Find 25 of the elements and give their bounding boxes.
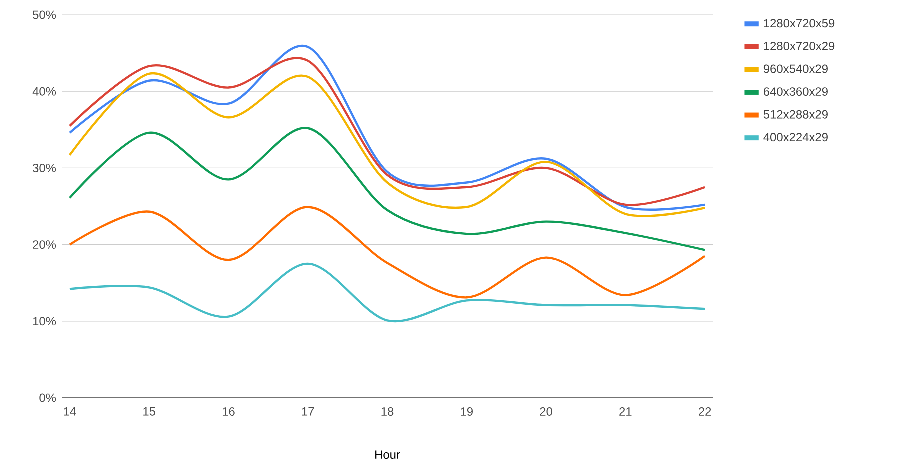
x-tick-label: 21 bbox=[620, 408, 632, 416]
legend-label: 960x540x29 bbox=[764, 64, 828, 74]
x-tick-label: 15 bbox=[144, 408, 156, 416]
x-axis-title: Hour bbox=[376, 450, 400, 460]
x-tick-label: 20 bbox=[540, 408, 552, 416]
legend-label: 512x288x29 bbox=[764, 110, 828, 119]
y-tick-label: 50% bbox=[33, 10, 56, 20]
legend-label: 1280x720x59 bbox=[764, 19, 835, 28]
x-tick-label: 22 bbox=[699, 408, 712, 416]
x-tick-label: 14 bbox=[64, 408, 76, 416]
x-tick-label: 17 bbox=[302, 408, 314, 416]
legend-label: 1280x720x29 bbox=[764, 42, 835, 50]
line-series bbox=[68, 127, 706, 252]
legend-label: 640x360x29 bbox=[764, 88, 828, 96]
y-tick-label: 20% bbox=[33, 240, 56, 250]
line-series bbox=[68, 206, 706, 299]
y-tick-label: 40% bbox=[32, 87, 56, 96]
y-tick-label: 0% bbox=[40, 394, 56, 402]
y-tick-label: 10% bbox=[33, 317, 56, 326]
line-series bbox=[68, 262, 706, 322]
x-tick-label: 18 bbox=[382, 408, 394, 416]
legend-label: 400x224x29 bbox=[764, 133, 828, 142]
x-tick-label: 19 bbox=[461, 408, 473, 416]
y-tick-label: 30% bbox=[33, 164, 56, 172]
x-tick-label: 16 bbox=[222, 408, 235, 416]
